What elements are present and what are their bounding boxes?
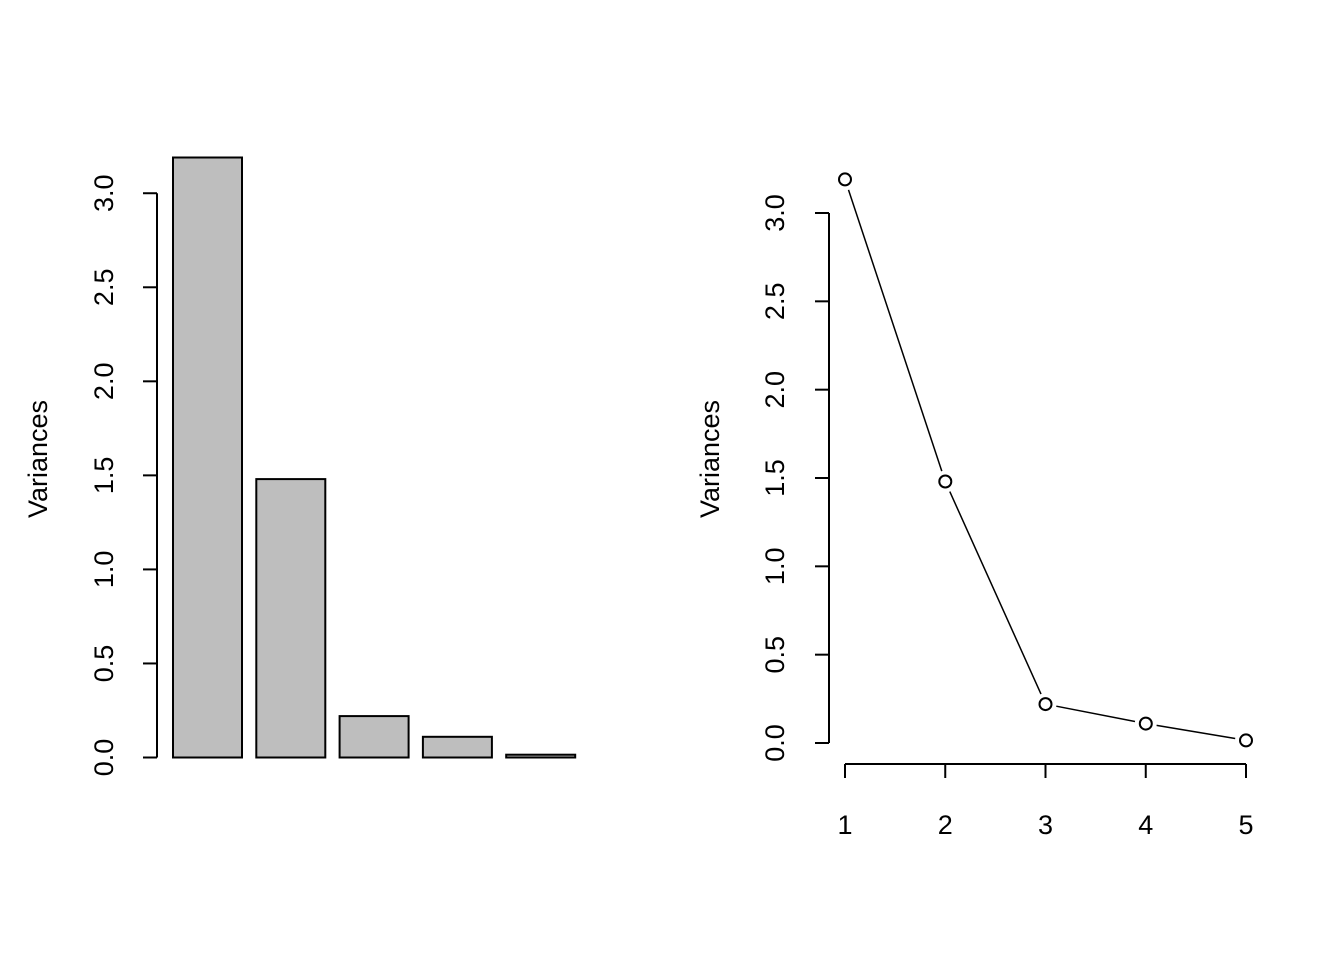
line-y-axis-title: Variances — [695, 400, 725, 518]
bar-y-tick-label: 2.5 — [89, 269, 119, 307]
bar-y-axis-title: Variances — [23, 400, 53, 518]
line-segment — [1156, 724, 1236, 740]
bar-y-tick-label: 0.0 — [89, 739, 119, 777]
point-5 — [1239, 733, 1253, 748]
line-segment — [949, 491, 1042, 695]
bar-y-tick-label: 3.0 — [89, 174, 119, 212]
point-1 — [838, 172, 852, 187]
bar-y-axis: 0.0 0.5 1.0 1.5 2.0 2.5 3.0 — [89, 174, 158, 777]
point-4 — [1138, 716, 1153, 731]
bar-3 — [338, 715, 410, 759]
point-2 — [938, 474, 953, 489]
line-segment — [847, 189, 943, 472]
bar-4 — [421, 735, 493, 759]
line-y-tick-label: 2.0 — [760, 371, 790, 409]
line-x-tick-label: 1 — [837, 810, 852, 840]
bar-5 — [505, 753, 577, 759]
line-y-tick-label: 1.0 — [760, 548, 790, 586]
line-y-tick-label: 1.5 — [760, 459, 790, 497]
line-y-tick-label: 3.0 — [760, 194, 790, 232]
line-x-tick-label: 2 — [938, 810, 953, 840]
line-x-tick-label: 3 — [1038, 810, 1053, 840]
bar-1 — [172, 156, 243, 759]
bar-y-tick-label: 1.0 — [89, 551, 119, 589]
line-y-tick-label: 2.5 — [760, 283, 790, 321]
point-3 — [1038, 697, 1053, 712]
line-y-tick-label: 0.5 — [760, 636, 790, 674]
line-y-tick-label: 0.0 — [760, 724, 790, 762]
line-y-axis: 0.0 0.5 1.0 1.5 2.0 2.5 3.0 — [760, 194, 830, 762]
bar-chart-panel: 0.0 0.5 1.0 1.5 2.0 2.5 3.0 Variances — [23, 156, 577, 777]
bar-2 — [255, 478, 327, 759]
bar-y-tick-label: 1.5 — [89, 457, 119, 495]
line-chart-panel: 0.0 0.5 1.0 1.5 2.0 2.5 3.0 1 2 3 4 5 Variances — [695, 172, 1254, 840]
line-x-axis: 1 2 3 4 5 — [837, 763, 1254, 840]
bar-y-tick-label: 0.5 — [89, 645, 119, 683]
line-series — [838, 172, 1253, 748]
bar-y-tick-label: 2.0 — [89, 363, 119, 401]
line-segment — [1056, 705, 1136, 723]
line-x-tick-label: 4 — [1138, 810, 1153, 840]
line-x-tick-label: 5 — [1238, 810, 1253, 840]
bar-series — [172, 156, 577, 759]
